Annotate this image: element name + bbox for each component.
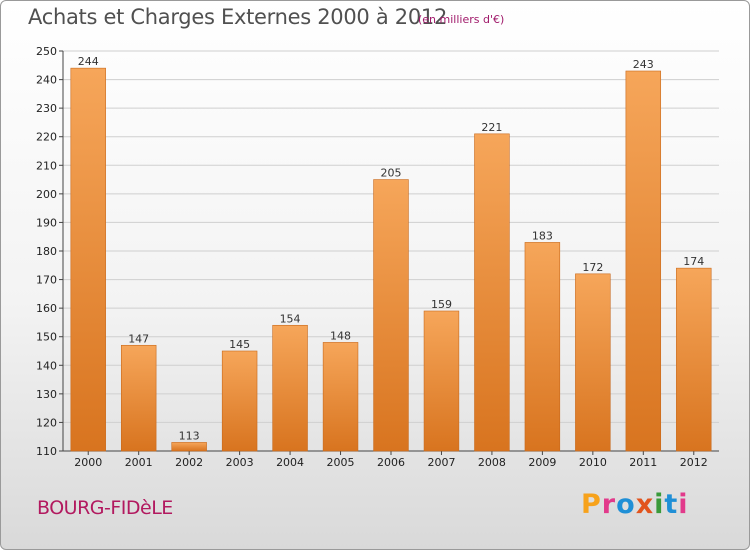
bar-2010 [575, 273, 611, 452]
y-tick-label: 120 [36, 416, 57, 429]
logo-letter: r [601, 489, 617, 520]
x-tick-label-2005: 2005 [327, 456, 355, 469]
y-tick-label: 110 [36, 445, 57, 458]
x-tick-label-2011: 2011 [629, 456, 657, 469]
y-tick-label: 170 [36, 274, 57, 287]
y-tick-label: 210 [36, 159, 57, 172]
logo-letter: x [635, 489, 655, 520]
bar-value-label-2001: 147 [128, 332, 149, 345]
x-tick-label-2004: 2004 [276, 456, 304, 469]
y-tick-label: 200 [36, 188, 57, 201]
x-tick-label-2007: 2007 [427, 456, 455, 469]
bar-value-label-2012: 174 [683, 255, 704, 268]
bar-2006 [373, 179, 409, 452]
x-tick-label-2010: 2010 [579, 456, 607, 469]
bar-2004 [272, 324, 308, 452]
bar-value-label-2004: 154 [280, 312, 301, 325]
logo-letter: i [654, 489, 665, 520]
x-tick-label-2002: 2002 [175, 456, 203, 469]
y-tick-label: 220 [36, 131, 57, 144]
logo-letter: i [678, 489, 689, 520]
bars [70, 67, 712, 452]
bar-value-label-2002: 113 [179, 429, 200, 442]
bar-value-label-2006: 205 [381, 167, 402, 180]
y-tick-label: 180 [36, 245, 57, 258]
bar-value-label-2011: 243 [633, 58, 654, 71]
bar-2012 [676, 267, 712, 452]
bar-value-label-2008: 221 [481, 121, 502, 134]
x-axis-ticks: 2000 2001 2002 2003 2004 2005 2006 2007 2008 2009… [74, 456, 708, 469]
y-tick-label: 230 [36, 102, 57, 115]
bar-value-label-2007: 159 [431, 298, 452, 311]
y-tick-label: 150 [36, 331, 57, 344]
y-axis-ticks: 110 120 130 140 150 160 170 180 190 200 210 220 230 2… [36, 45, 57, 458]
chart-unit: (en milliers d'€) [418, 13, 505, 26]
x-tick-label-2008: 2008 [478, 456, 506, 469]
y-tick-label: 160 [36, 302, 57, 315]
x-tick-label-2006: 2006 [377, 456, 405, 469]
x-tick-label-2003: 2003 [226, 456, 254, 469]
bar-2007 [423, 310, 460, 452]
bar-2008 [474, 133, 510, 452]
bar-value-label-2000: 244 [78, 55, 99, 68]
logo-letter: o [616, 489, 636, 520]
bar-value-label-2009: 183 [532, 229, 553, 242]
x-tick-label-2000: 2000 [74, 456, 102, 469]
y-tick-label: 140 [36, 359, 57, 372]
bar-value-label-2003: 145 [229, 338, 250, 351]
bar-2000 [70, 67, 106, 452]
bar-2001 [120, 344, 157, 452]
x-tick-label-2012: 2012 [680, 456, 708, 469]
y-tick-label: 130 [36, 388, 57, 401]
bar-2011 [625, 70, 662, 452]
logo-letter: t [664, 489, 679, 520]
x-tick-label-2001: 2001 [125, 456, 153, 469]
bar-2005 [322, 342, 359, 452]
chart-title: Achats et Charges Externes 2000 à 2012 [28, 5, 448, 29]
y-tick-label: 190 [36, 216, 57, 229]
bar-value-labels: 244 147 113 145 154 148 205 159 221 183 172 243 174 [78, 55, 705, 442]
y-tick-label: 250 [36, 45, 57, 58]
bar-value-label-2005: 148 [330, 329, 351, 342]
commune-name: BOURG-FIDèLE [37, 497, 173, 519]
y-tick-label: 240 [36, 74, 57, 87]
bar-2009 [524, 242, 561, 452]
bar-value-label-2010: 172 [582, 261, 603, 274]
bar-2002 [171, 442, 207, 452]
logo-letter: P [581, 489, 602, 520]
bar-2003 [221, 350, 258, 452]
x-tick-label-2009: 2009 [528, 456, 556, 469]
proxiti-logo[interactable]: Proxiti [581, 489, 689, 520]
